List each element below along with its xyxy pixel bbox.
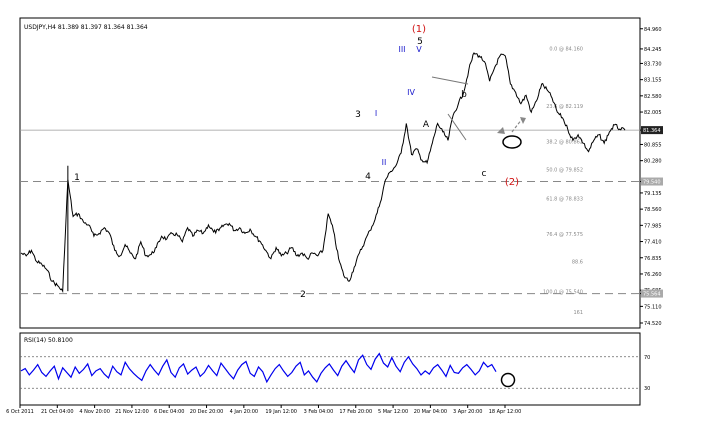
price-axis: 84.960 84.245 83.730 83.155 82.580 82.005 81.3…	[640, 27, 663, 327]
price-tick-label: 77.410	[644, 240, 662, 246]
price-tick-label: 84.245	[644, 47, 662, 53]
fib-level-label: 0.0 @ 84.160	[549, 46, 583, 52]
level-lines	[20, 129, 640, 295]
symbol-header: USDJPY,H4 81.389 81.397 81.364 81.364	[24, 24, 148, 31]
price-tick-label: 80.855	[644, 142, 662, 148]
time-tick-label: 3 Apr 20:00	[453, 409, 482, 415]
wave-label-13: (1)	[412, 24, 426, 35]
current-price-label: 81.364	[643, 128, 661, 134]
level-marker-label: 79.540	[643, 180, 661, 186]
price-tick-label: 76.260	[644, 272, 662, 278]
time-tick-label: 19 Jan 12:00	[265, 409, 297, 415]
projection-line	[511, 118, 523, 133]
rsi-level-label: 30	[644, 386, 650, 392]
wave-label-0: 1	[74, 173, 80, 183]
wave-label-3: 4	[365, 172, 371, 182]
wedge-upper-line	[431, 76, 469, 85]
current-price-badge	[641, 126, 663, 135]
fib-level-label: 161	[573, 310, 583, 316]
price-line	[20, 52, 626, 294]
wave-label-14: (2)	[505, 177, 519, 188]
fibonacci-levels: 0.0 @ 84.160 23.6 @ 82.119 38.2 @ 80.862 50…	[543, 46, 583, 316]
time-tick-label: 17 Feb 20:00	[339, 409, 372, 415]
rsi-header: RSI(14) 50.8100	[24, 337, 73, 344]
rsi-series: 70 30	[20, 352, 650, 392]
time-tick-label: 4 Nov 20:00	[79, 409, 110, 415]
price-tick-label: 84.960	[644, 27, 662, 33]
down-arrow-icon	[497, 127, 505, 134]
wave-label-12: c	[482, 169, 487, 179]
fib-level-label: 61.8 @ 78.833	[546, 196, 583, 202]
wave-label-9: V	[416, 45, 422, 54]
price-series	[20, 52, 626, 294]
wedge-lower-line	[447, 113, 467, 141]
fib-level-label: 38.2 @ 80.862	[546, 139, 583, 145]
fib-level-label: 88.6	[572, 259, 583, 265]
price-tick-label: 74.520	[644, 321, 662, 327]
wave-label-8: IV	[407, 88, 415, 97]
time-tick-label: 5 Mar 12:00	[378, 409, 408, 415]
wave-label-11: b	[461, 90, 467, 100]
level-marker-badge	[641, 177, 663, 186]
time-tick-label: 4 Jan 20:00	[230, 409, 258, 415]
wave-label-1: 2	[300, 290, 306, 300]
time-tick-label: 20 Mar 04:00	[414, 409, 447, 415]
fib-level-label: 100.0 @ 75.540	[543, 289, 583, 295]
fib-level-label: 50.0 @ 79.852	[546, 168, 583, 174]
time-tick-label: 6 Oct 2011	[6, 409, 34, 415]
price-tick-label: 78.560	[644, 207, 662, 213]
bottom-marker-label: 75.564	[643, 292, 661, 298]
wave-label-6: II	[382, 158, 387, 167]
time-tick-label: 20 Dec 20:00	[190, 409, 224, 415]
rsi-target-circle	[500, 372, 516, 388]
wave-label-2: 3	[355, 110, 361, 120]
price-tick-label: 83.730	[644, 61, 662, 67]
main-price-panel	[19, 17, 641, 329]
time-axis: 6 Oct 2011 21 Oct 04:00 4 Nov 20:00 21 Nov …	[6, 405, 521, 415]
target-ellipse	[502, 135, 522, 149]
wave-label-4: 5	[417, 37, 423, 47]
price-tick-label: 83.155	[644, 78, 662, 84]
wave-label-10: A	[423, 120, 430, 130]
wave-label-5: I	[375, 109, 377, 118]
time-tick-label: 21 Oct 04:00	[41, 409, 74, 415]
time-tick-label: 3 Feb 04:00	[304, 409, 334, 415]
price-tick-label: 79.135	[644, 191, 662, 197]
up-arrow-icon	[520, 117, 526, 124]
price-tick-label: 82.005	[644, 110, 662, 116]
fib-level-label: 76.4 @ 77.575	[546, 232, 583, 238]
rsi-panel	[19, 332, 641, 406]
time-tick-label: 18 Apr 12:00	[489, 409, 522, 415]
rsi-level-label: 70	[644, 355, 650, 361]
time-tick-label: 21 Nov 12:00	[115, 409, 149, 415]
time-tick-label: 6 Dec 04:00	[154, 409, 184, 415]
wave-label-7: III	[398, 45, 405, 54]
price-tick-label: 82.580	[644, 94, 662, 100]
price-tick-label: 75.110	[644, 304, 662, 310]
price-tick-label: 80.280	[644, 159, 662, 165]
price-tick-label: 76.835	[644, 256, 662, 262]
bottom-marker-badge	[641, 289, 663, 298]
price-tick-label: 77.985	[644, 223, 662, 229]
rsi-line	[20, 352, 497, 384]
fib-level-label: 23.6 @ 82.119	[546, 104, 583, 110]
